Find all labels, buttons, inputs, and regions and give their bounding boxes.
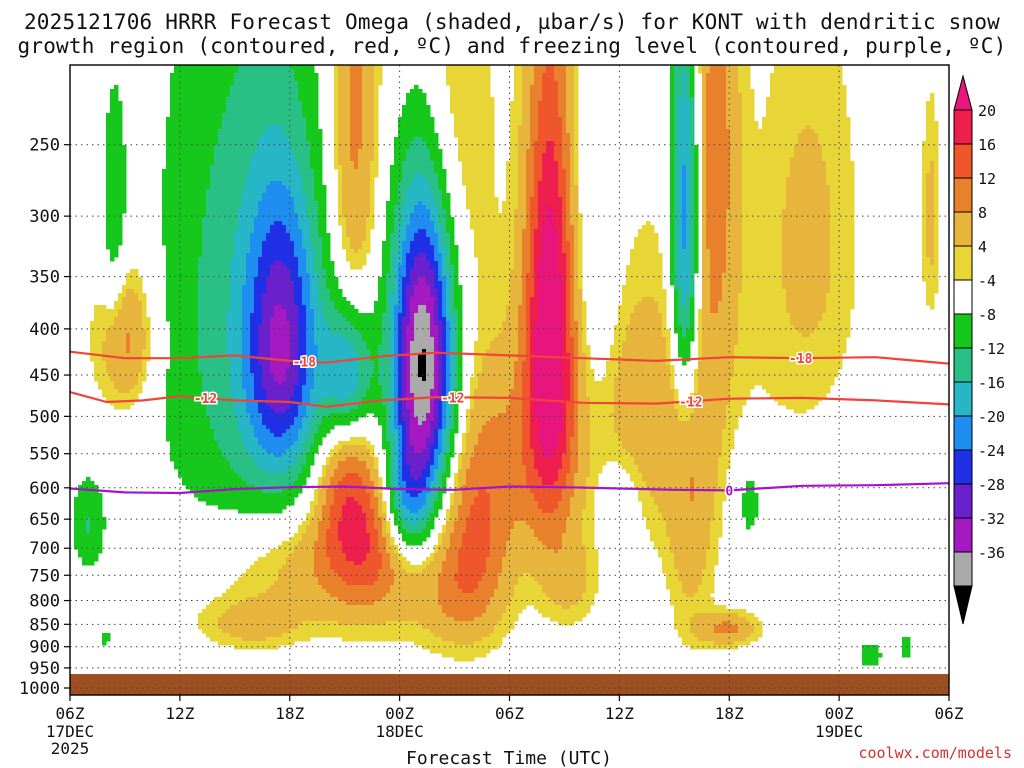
colorbar-bin bbox=[953, 551, 973, 587]
colorbar-label: -16 bbox=[978, 374, 1005, 392]
y-tick-label: 900 bbox=[29, 638, 60, 658]
colorbar-label: 16 bbox=[978, 136, 996, 154]
colorbar-bin bbox=[953, 313, 973, 349]
colorbar-label: 12 bbox=[978, 170, 996, 188]
colorbar-bin bbox=[953, 449, 973, 485]
y-tick-label: 800 bbox=[29, 592, 60, 612]
colorbar-label: 8 bbox=[978, 204, 987, 222]
colorbar-label: -32 bbox=[978, 510, 1005, 528]
colorbar-bin bbox=[953, 517, 973, 553]
colorbar-bottom-arrow bbox=[953, 585, 973, 625]
y-tick-label: 550 bbox=[29, 445, 60, 465]
x-tick-label: 06Z bbox=[495, 704, 524, 723]
colorbar-bin bbox=[953, 109, 973, 145]
colorbar-bin bbox=[953, 279, 973, 315]
colorbar-label: 4 bbox=[978, 238, 987, 256]
axes: 250 300 350 400 450 500 550 600 650 700 750 800 850 9… bbox=[19, 136, 964, 758]
site-credit: coolwx.com/models bbox=[858, 744, 1012, 762]
colorbar-bin bbox=[953, 415, 973, 451]
colorbar-label: -8 bbox=[978, 306, 996, 324]
y-tick-label: 350 bbox=[29, 268, 60, 288]
freezing-level-contour-label: 0 bbox=[725, 484, 733, 499]
x-tick-date: 18DEC bbox=[376, 722, 424, 741]
gridlines bbox=[70, 65, 949, 695]
colorbar-label: -4 bbox=[978, 272, 996, 290]
chart-title-line-1: 2025121706 HRRR Forecast Omega (shaded, … bbox=[23, 10, 1001, 34]
y-tick-label: 850 bbox=[29, 615, 60, 635]
x-tick-label: 06Z bbox=[935, 704, 964, 723]
x-tick-label: 18Z bbox=[275, 704, 304, 723]
y-tick-label: 400 bbox=[29, 320, 60, 340]
x-tick-label: 18Z bbox=[715, 704, 744, 723]
dgz-contour-label: -18 bbox=[789, 352, 813, 367]
surface-band bbox=[70, 674, 949, 695]
dgz-contour bbox=[70, 391, 949, 408]
colorbar-bin bbox=[953, 381, 973, 417]
chart-title-line-2: growth region (contoured, red, ºC) and f… bbox=[17, 34, 1007, 58]
x-tick-label: 06Z bbox=[56, 704, 85, 723]
colorbar-bin bbox=[953, 211, 973, 247]
colorbar-label: -12 bbox=[978, 340, 1005, 358]
colorbar-bin bbox=[953, 483, 973, 519]
colorbar-label: 20 bbox=[978, 102, 996, 120]
colorbar-bin bbox=[953, 347, 973, 383]
y-tick-label: 650 bbox=[29, 510, 60, 530]
contours-layer: -18 -18 -12 -12 -12 0 bbox=[70, 350, 949, 501]
colorbar-label: -36 bbox=[978, 544, 1005, 562]
dgz-contour-label: -12 bbox=[441, 391, 464, 406]
surface-terrain-layer bbox=[70, 674, 949, 695]
dgz-contour-label: -12 bbox=[679, 395, 702, 410]
freezing-level-contour bbox=[70, 482, 949, 495]
dgz-contour bbox=[70, 350, 949, 365]
y-tick-label: 700 bbox=[29, 539, 60, 559]
colorbar-label: -20 bbox=[978, 408, 1005, 426]
omega-shading bbox=[74, 65, 939, 666]
colorbar-label: -24 bbox=[978, 442, 1005, 460]
y-tick-label: 450 bbox=[29, 366, 60, 386]
x-tick-date: 19DEC bbox=[815, 722, 863, 741]
x-tick-label: 12Z bbox=[605, 704, 634, 723]
x-tick-year: 2025 bbox=[51, 739, 90, 758]
y-tick-label: 500 bbox=[29, 407, 60, 427]
x-tick-date: 17DEC bbox=[46, 722, 94, 741]
y-tick-label: 750 bbox=[29, 566, 60, 586]
x-tick-label: 00Z bbox=[385, 704, 414, 723]
colorbar-bin bbox=[953, 143, 973, 179]
colorbar-label: -28 bbox=[978, 476, 1005, 494]
colorbar-bin bbox=[953, 177, 973, 213]
x-axis-label: Forecast Time (UTC) bbox=[406, 748, 612, 768]
y-tick-label: 950 bbox=[29, 659, 60, 679]
y-tick-label: 1000 bbox=[19, 679, 60, 699]
x-tick-label: 12Z bbox=[165, 704, 194, 723]
y-tick-label: 250 bbox=[29, 136, 60, 156]
dgz-contour-label: -12 bbox=[194, 392, 217, 407]
colorbar-bin bbox=[953, 245, 973, 281]
y-tick-label: 300 bbox=[29, 207, 60, 227]
dgz-contour-label: -18 bbox=[293, 356, 317, 371]
y-tick-label: 600 bbox=[29, 479, 60, 499]
x-tick-label: 00Z bbox=[825, 704, 854, 723]
colorbar: 20 16 12 8 4 -4 -8 -12 -16 -20 -24 -28 -32 -36 bbox=[953, 74, 1005, 625]
colorbar-top-arrow bbox=[953, 74, 973, 111]
